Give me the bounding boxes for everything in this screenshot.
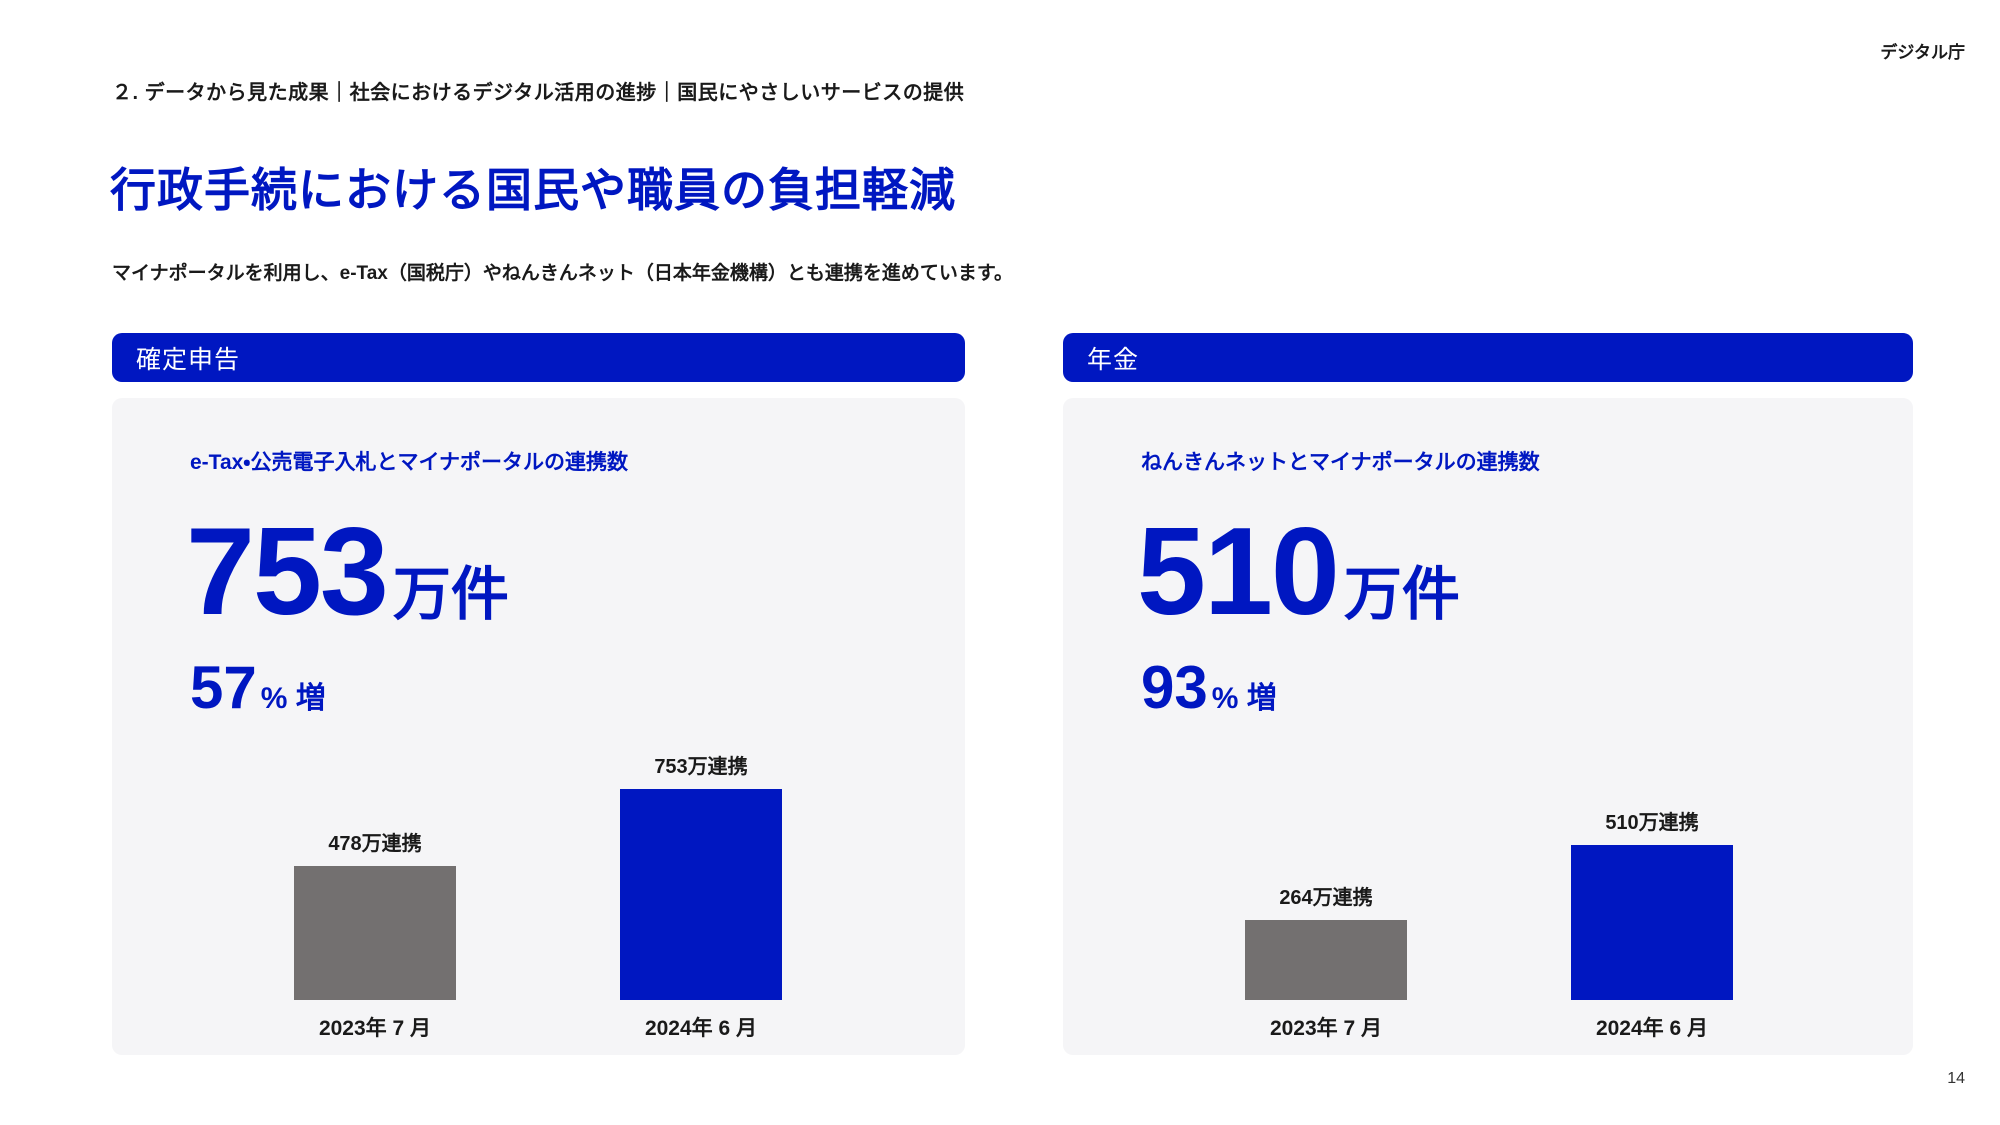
bar-category-label: 2023年 7 月 — [318, 1017, 432, 1040]
bar-category-label: 2023年 7 月 — [1269, 1017, 1383, 1040]
metric-value: 753 万件 — [186, 510, 509, 634]
metric-delta: 93 % 増 — [1141, 658, 1277, 718]
metric-delta-unit: % 増 — [260, 682, 326, 715]
card-body-pension: ねんきんネットとマイナポータルの連携数 510 万件 93 % 増 264万連携… — [1063, 398, 1913, 1055]
metric-value-number: 510 — [1137, 503, 1340, 641]
page-number: 14 — [1947, 1070, 1965, 1087]
bar-2024年6月 — [1571, 845, 1733, 1000]
bar-2024年6月 — [620, 789, 782, 1000]
bar-value-label: 478万連携 — [328, 833, 422, 855]
bar-value-label: 753万連携 — [654, 756, 748, 778]
bar-value-label: 510万連携 — [1605, 812, 1699, 834]
card-pension: 年金 ねんきんネットとマイナポータルの連携数 510 万件 93 % 増 264… — [1063, 333, 1913, 1055]
card-header-pension: 年金 — [1063, 333, 1913, 382]
metric-value: 510 万件 — [1137, 510, 1460, 634]
bar-chart-tax-return: 478万連携 2023年 7 月 753万連携 2024年 6 月 — [112, 735, 965, 1055]
metric-label: e-Tax・公売電子入札とマイナポータルの連携数 — [190, 451, 629, 474]
metric-delta: 57 % 増 — [190, 658, 326, 718]
bar-2023年7月 — [1245, 920, 1407, 1000]
agency-logo-text: デジタル庁 — [1880, 43, 1965, 62]
metric-value-number: 753 — [186, 503, 389, 641]
page-title: 行政手続における国民や職員の負担軽減 — [110, 164, 956, 216]
metric-label: ねんきんネットとマイナポータルの連携数 — [1141, 451, 1540, 474]
page-subtitle: マイナポータルを利用し、e-Tax（国税庁）やねんきんネット（日本年金機構）とも… — [112, 263, 1013, 284]
bar-category-label: 2024年 6 月 — [644, 1017, 758, 1040]
card-body-tax-return: e-Tax・公売電子入札とマイナポータルの連携数 753 万件 57 % 増 4… — [112, 398, 965, 1055]
bar-value-label: 264万連携 — [1279, 887, 1373, 909]
metric-value-unit: 万件 — [1343, 562, 1460, 627]
metric-delta-unit: % 増 — [1211, 682, 1277, 715]
card-tax-return: 確定申告 e-Tax・公売電子入札とマイナポータルの連携数 753 万件 57 … — [112, 333, 965, 1055]
card-header-tax-return: 確定申告 — [112, 333, 965, 382]
bar-category-label: 2024年 6 月 — [1595, 1017, 1709, 1040]
bar-chart-pension: 264万連携 2023年 7 月 510万連携 2024年 6 月 — [1063, 735, 1913, 1055]
metric-delta-number: 57 — [190, 654, 257, 721]
bar-2023年7月 — [294, 866, 456, 1000]
metric-delta-number: 93 — [1141, 654, 1208, 721]
breadcrumb: ２. データから見た成果｜社会におけるデジタル活用の進捗｜国民にやさしいサービス… — [112, 82, 965, 104]
metric-value-unit: 万件 — [392, 562, 509, 627]
